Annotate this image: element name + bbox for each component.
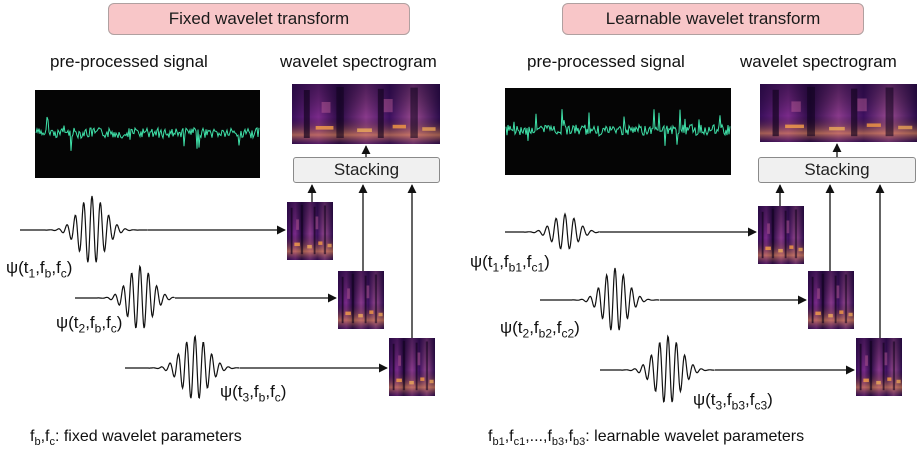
right-wavelet-2 [540, 267, 660, 331]
right-signal-plot [505, 88, 731, 175]
right-psi-2: ψ(t2,fb2,fc2) [500, 318, 580, 341]
right-wavelet-3 [600, 334, 715, 403]
left-signal-plot [35, 90, 260, 178]
right-stacking-box: Stacking [758, 157, 916, 183]
right-signal-label: pre-processed signal [527, 52, 685, 71]
left-spectrogram-label: wavelet spectrogram [280, 52, 437, 71]
left-psi-1: ψ(t1,fb,fc) [6, 258, 73, 281]
left-footer: fb,fc: fixed wavelet parameters [30, 428, 242, 449]
right-psi-3: ψ(t3,fb3,fc3) [693, 390, 773, 413]
left-tile-1 [287, 202, 333, 260]
right-footer: fb1,fc1,...,fb3,fb3: learnable wavelet p… [488, 428, 805, 449]
left-signal-label: pre-processed signal [50, 52, 208, 71]
left-spectrogram-image [292, 84, 440, 144]
learnable-transform-title: Learnable wavelet transform [562, 3, 864, 35]
right-psi-1: ψ(t1,fb1,fc1) [470, 252, 550, 275]
left-tile-3 [389, 338, 435, 396]
left-signal-trace [35, 116, 260, 151]
right-wavelet-1 [505, 212, 600, 250]
right-tile-3 [856, 338, 902, 396]
left-wavelet-1 [20, 195, 148, 263]
right-spectrogram-image [760, 84, 917, 142]
right-tile-1 [758, 206, 804, 264]
left-wavelet-3 [125, 334, 240, 399]
fixed-transform-title: Fixed wavelet transform [108, 3, 410, 35]
left-psi-2: ψ(t2,fb,fc) [56, 313, 123, 336]
left-tile-2 [338, 271, 384, 329]
right-signal-trace [505, 109, 731, 146]
left-psi-3: ψ(t3,fb,fc) [220, 382, 287, 405]
left-wavelet-2 [75, 264, 175, 329]
right-tile-2 [808, 271, 854, 329]
right-spectrogram-label: wavelet spectrogram [740, 52, 897, 71]
left-stacking-box: Stacking [293, 157, 440, 183]
